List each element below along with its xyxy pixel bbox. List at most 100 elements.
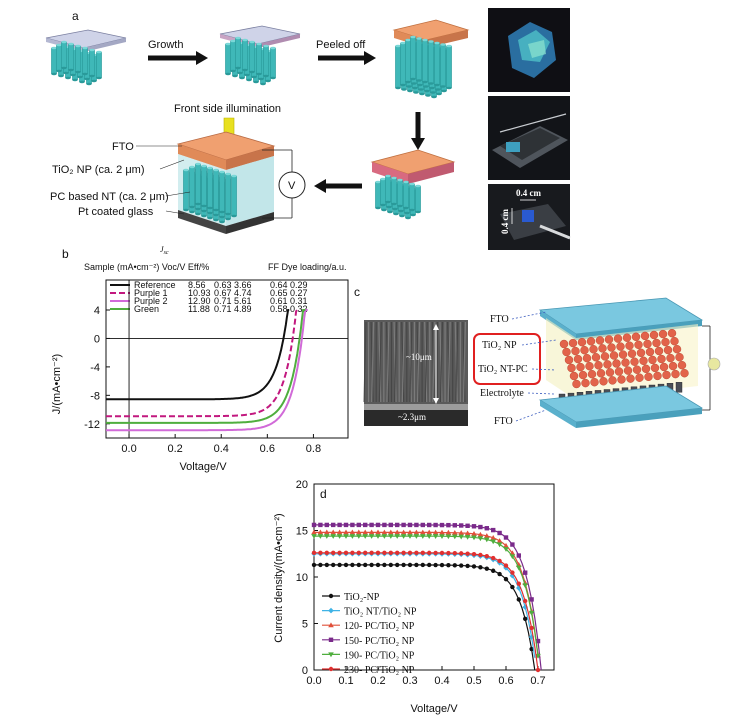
x-tick-label: 0.3 [402,675,417,687]
data-point [343,550,349,556]
arrow-growth: Growth [148,39,208,65]
data-point [324,534,330,539]
data-point [439,534,445,540]
data-point [395,562,400,568]
data-point [337,550,342,556]
x-tick-label: 0.8 [306,443,321,455]
data-point [349,529,356,535]
data-point [363,522,368,528]
data-point [529,625,534,631]
data-point [375,534,381,539]
tio2-np-label: TiO₂ NP (ca. 2 μm) [52,164,145,176]
data-point [407,534,413,539]
data-point [433,522,438,528]
data-point [375,550,381,556]
data-point [464,530,471,536]
data-point [356,562,361,568]
data-point [426,534,432,539]
data-point [382,522,387,528]
table-cell: 0.58 [270,304,288,314]
data-point [407,522,413,528]
data-point [324,550,329,556]
data-point [477,536,484,542]
data-point [496,538,503,543]
x-tick-label: 0.6 [260,443,275,455]
data-point [350,562,355,568]
table-cell: 0.29 [290,280,308,290]
panel-b-letter: b [62,247,69,261]
table-cell: 3.66 [234,280,252,290]
data-point [471,531,477,536]
data-point [427,522,432,528]
data-point [375,529,381,535]
table-cell: 4.74 [234,288,252,298]
data-point [452,529,458,535]
data-point [496,542,503,548]
table-cell: 0.31 [290,296,308,306]
data-point [343,562,349,568]
y-tick-label: 0 [94,333,100,345]
data-point [484,526,489,531]
label-tio2-nt: TiO₂ NT-PC [478,364,528,375]
photo-membrane-1 [488,8,570,92]
data-point [395,550,400,556]
data-point [414,522,419,528]
series-line [106,309,306,424]
data-point [516,581,521,586]
data-point [394,534,400,539]
x-tick-label: 0.4 [214,443,229,455]
data-point [465,563,470,569]
data-point [318,522,323,528]
table-header-jsc: Jsc [160,245,169,256]
data-point [388,529,394,535]
data-point [413,534,420,539]
data-point [363,550,368,556]
data-point [445,529,452,535]
data-point [395,522,400,528]
arrow-down [411,112,425,150]
data-point [324,529,330,535]
data-point [311,522,317,528]
arrow-left [314,179,362,193]
series-line [106,309,299,418]
y-tick-label: -8 [90,390,100,402]
data-point [382,550,387,556]
data-point [311,529,317,535]
label-electrolyte: Electrolyte [480,388,524,399]
data-point [414,550,419,556]
data-point [446,550,451,556]
table-cell: Purple 1 [134,288,168,298]
sem-image: ~10μm ~2.3μm [363,320,468,426]
data-point [465,551,470,556]
data-point [356,534,362,539]
data-point [331,562,336,568]
data-point [328,652,334,658]
data-point [401,522,406,528]
data-point [324,562,329,568]
panel-a-letter: a [72,9,79,23]
data-point [509,572,516,579]
data-point [362,534,368,539]
data-point [388,534,394,539]
data-point [503,535,509,540]
data-point [523,570,528,575]
panel-a: a Growth Peeled off [45,8,571,250]
data-point [369,562,374,568]
data-point [432,534,439,539]
data-point [503,542,509,548]
pc-nt-label: PC based NT (ca. 2 μm) [50,191,169,203]
arrow-peeled: Peeled off [316,39,376,65]
data-point [478,524,483,530]
data-point [484,533,490,538]
data-point [446,562,451,568]
data-point [427,562,432,568]
data-point [522,583,528,589]
data-point [400,534,407,539]
data-point [471,535,477,541]
data-point [330,529,336,535]
data-point [510,584,515,590]
data-point [477,531,484,537]
table-cell: 0.71 [214,296,232,306]
table-cell: 0.27 [290,288,308,298]
data-point [356,522,361,528]
